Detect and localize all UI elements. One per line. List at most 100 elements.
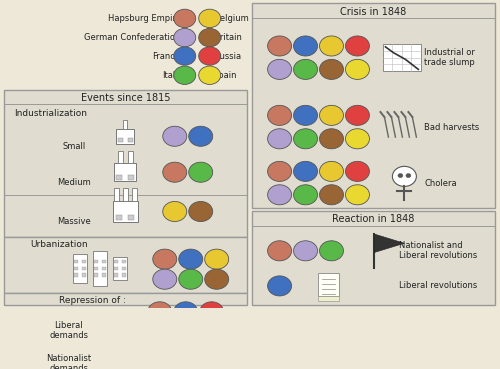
Text: Urbanization: Urbanization xyxy=(30,241,88,249)
Circle shape xyxy=(320,129,344,149)
Text: Hapsburg Empire: Hapsburg Empire xyxy=(108,14,180,23)
Circle shape xyxy=(198,9,220,28)
Circle shape xyxy=(153,269,176,289)
Circle shape xyxy=(346,161,370,182)
Bar xyxy=(118,138,123,142)
Circle shape xyxy=(198,28,220,47)
Bar xyxy=(4,293,246,305)
Text: Bad harvests: Bad harvests xyxy=(424,123,480,132)
Circle shape xyxy=(148,359,172,369)
Bar xyxy=(384,44,422,71)
Bar xyxy=(114,188,119,201)
Text: Reaction in 1848: Reaction in 1848 xyxy=(332,214,414,224)
Text: Nationalist
demands: Nationalist demands xyxy=(46,354,92,369)
Bar xyxy=(102,267,106,270)
Bar xyxy=(4,237,246,293)
Circle shape xyxy=(200,302,224,322)
Text: Crisis in 1848: Crisis in 1848 xyxy=(340,7,406,17)
Circle shape xyxy=(346,105,370,125)
Bar xyxy=(113,257,127,280)
Circle shape xyxy=(320,185,344,205)
Text: Nationalist and
Liberal revolutions: Nationalist and Liberal revolutions xyxy=(400,241,477,261)
Text: Russia: Russia xyxy=(214,52,241,61)
Bar xyxy=(318,273,340,296)
Text: Medium: Medium xyxy=(57,178,91,187)
Bar xyxy=(116,129,134,144)
Circle shape xyxy=(268,276,291,296)
Circle shape xyxy=(148,302,172,322)
Circle shape xyxy=(294,59,318,79)
Bar xyxy=(114,163,136,182)
Text: Liberal
demands: Liberal demands xyxy=(50,321,88,340)
Bar xyxy=(114,273,118,277)
Text: Spain: Spain xyxy=(214,71,237,80)
Circle shape xyxy=(153,249,176,269)
Circle shape xyxy=(174,302,198,322)
Text: Industrial or
trade slump: Industrial or trade slump xyxy=(424,48,475,68)
Circle shape xyxy=(392,166,416,186)
Circle shape xyxy=(163,162,186,182)
Circle shape xyxy=(294,185,318,205)
Text: Repression of :: Repression of : xyxy=(59,296,126,306)
Text: Britain: Britain xyxy=(214,33,242,42)
Circle shape xyxy=(198,47,220,65)
Circle shape xyxy=(204,269,229,289)
Text: Events since 1815: Events since 1815 xyxy=(80,93,170,103)
Circle shape xyxy=(174,28,196,47)
Bar xyxy=(128,175,134,180)
Circle shape xyxy=(320,59,344,79)
Circle shape xyxy=(198,66,220,85)
Circle shape xyxy=(320,161,344,182)
Circle shape xyxy=(268,36,291,56)
Bar xyxy=(74,260,78,263)
Bar xyxy=(128,151,133,163)
Circle shape xyxy=(174,47,196,65)
Text: Small: Small xyxy=(62,142,86,151)
Circle shape xyxy=(188,201,212,221)
Bar xyxy=(102,260,106,263)
Text: Liberal revolutions: Liberal revolutions xyxy=(400,282,477,290)
Bar xyxy=(252,3,496,208)
Circle shape xyxy=(320,105,344,125)
Circle shape xyxy=(294,161,318,182)
Bar xyxy=(318,296,340,301)
Text: France: France xyxy=(152,52,180,61)
Text: German Confederation: German Confederation xyxy=(84,33,180,42)
Bar xyxy=(82,273,86,277)
Circle shape xyxy=(188,162,212,182)
Circle shape xyxy=(268,185,291,205)
Text: Massive: Massive xyxy=(57,217,91,226)
Circle shape xyxy=(398,173,403,177)
Bar xyxy=(123,120,127,129)
Bar xyxy=(94,267,98,270)
Circle shape xyxy=(346,59,370,79)
Circle shape xyxy=(406,173,411,177)
Bar xyxy=(74,267,78,270)
Circle shape xyxy=(174,359,198,369)
Circle shape xyxy=(320,36,344,56)
Bar xyxy=(102,273,106,277)
Bar xyxy=(74,273,78,277)
Bar xyxy=(103,308,125,332)
Text: Industrialization: Industrialization xyxy=(14,109,87,118)
Bar xyxy=(114,260,118,263)
Bar xyxy=(93,251,107,286)
Bar xyxy=(82,260,86,263)
Circle shape xyxy=(204,249,229,269)
Circle shape xyxy=(200,339,224,359)
Circle shape xyxy=(174,66,196,85)
Polygon shape xyxy=(374,234,404,252)
Bar xyxy=(4,90,246,237)
Circle shape xyxy=(294,129,318,149)
Circle shape xyxy=(163,201,186,221)
Circle shape xyxy=(294,241,318,261)
Circle shape xyxy=(268,129,291,149)
Bar xyxy=(114,267,118,270)
Bar xyxy=(122,267,126,270)
Bar xyxy=(132,188,137,201)
Circle shape xyxy=(294,36,318,56)
Bar xyxy=(122,260,126,263)
Bar xyxy=(128,138,133,142)
Text: Belgium: Belgium xyxy=(214,14,248,23)
Circle shape xyxy=(188,126,212,146)
